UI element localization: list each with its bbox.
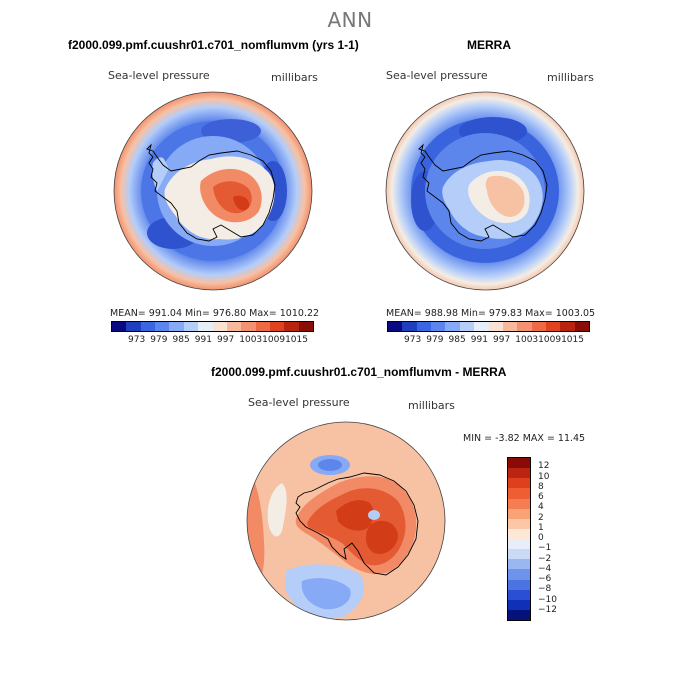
colorbar-swatch	[574, 322, 590, 331]
colorbar-swatch	[502, 322, 518, 331]
colorbar-swatch	[431, 322, 446, 331]
colorbar-tick-label: 10	[538, 471, 550, 482]
colorbar-swatch	[508, 569, 530, 580]
colorbar-tick-label: 979	[150, 335, 168, 345]
colorbar-swatch	[226, 322, 242, 331]
obs-polar-map	[385, 91, 585, 291]
colorbar-swatch	[508, 528, 530, 539]
obs-panel-title: MERRA	[467, 38, 511, 52]
colorbar-tick-label: 1003	[239, 335, 263, 345]
colorbar-tick-label: −6	[538, 574, 552, 584]
colorbar-swatch	[416, 322, 432, 331]
colorbar-swatch	[269, 322, 285, 331]
colorbar-swatch	[459, 322, 475, 331]
colorbar-swatch	[126, 322, 141, 331]
colorbar-tick-label: 997	[493, 335, 511, 345]
model-stats: MEAN= 991.04 Min= 976.80 Max= 1010.22	[110, 308, 320, 319]
colorbar-swatch	[445, 322, 460, 331]
colorbar-tick-label: 4	[538, 502, 544, 513]
colorbar-swatch	[508, 549, 530, 560]
colorbar-swatch	[508, 518, 530, 529]
colorbar-tick-label: 985	[172, 335, 190, 345]
colorbar-swatch	[183, 322, 199, 331]
colorbar-tick-label: 973	[128, 335, 146, 345]
diff-units-label: millibars	[408, 399, 455, 412]
colorbar-swatch	[241, 322, 256, 331]
diff-variable-label: Sea-level pressure	[248, 396, 350, 409]
colorbar-tick-label: −10	[538, 594, 557, 605]
colorbar-swatch	[508, 589, 530, 600]
colorbar-tick-label: −8	[538, 584, 552, 595]
colorbar-tick-label: 2	[538, 512, 544, 523]
colorbar-swatch	[169, 322, 184, 331]
colorbar-swatch	[212, 322, 227, 331]
colorbar-swatch	[198, 322, 213, 331]
obs-variable-label: Sea-level pressure	[386, 69, 488, 82]
colorbar-swatch	[298, 322, 314, 331]
obs-stats: MEAN= 988.98 Min= 979.83 Max= 1003.05	[386, 308, 596, 319]
colorbar-tick-label: 973	[404, 335, 422, 345]
colorbar-swatch	[402, 322, 417, 331]
diff-colorbar	[507, 457, 531, 621]
colorbar-swatch	[508, 498, 530, 509]
obs-colorbar-labels: 973 979 985 991 997 1003 1009 1015	[404, 335, 584, 345]
colorbar-tick-label: −2	[538, 553, 552, 564]
colorbar-tick-label: 12	[538, 461, 550, 472]
colorbar-swatch	[531, 322, 546, 331]
colorbar-swatch	[508, 488, 530, 499]
colorbar-swatch	[255, 322, 270, 331]
colorbar-swatch	[508, 468, 530, 479]
model-colorbar-labels: 973 979 985 991 997 1003 1009 1015	[128, 335, 308, 345]
model-panel-title: f2000.099.pmf.cuushr01.c701_nomflumvm (y…	[68, 38, 359, 52]
colorbar-tick-label: 1015	[285, 335, 308, 345]
diff-min-max: MIN = -3.82 MAX = 11.45	[463, 433, 586, 444]
obs-units-label: millibars	[547, 71, 594, 84]
colorbar-swatch	[474, 322, 489, 331]
colorbar-tick-label: 1009	[538, 335, 562, 345]
colorbar-swatch	[284, 322, 299, 331]
colorbar-swatch	[488, 322, 503, 331]
model-colorbar	[111, 321, 314, 332]
colorbar-tick-label: 991	[470, 335, 488, 345]
colorbar-swatch	[508, 579, 530, 590]
model-polar-map	[113, 91, 313, 291]
colorbar-swatch	[508, 599, 530, 610]
colorbar-tick-label: 1003	[515, 335, 539, 345]
colorbar-swatch	[508, 478, 530, 489]
colorbar-swatch	[508, 559, 530, 570]
colorbar-swatch	[155, 322, 170, 331]
colorbar-tick-label: 0	[538, 533, 544, 543]
colorbar-tick-label: 1009	[262, 335, 286, 345]
colorbar-tick-label: 1015	[561, 335, 584, 345]
colorbar-swatch	[560, 322, 575, 331]
diff-polar-map	[246, 421, 446, 621]
colorbar-tick-label: −12	[538, 604, 557, 615]
colorbar-swatch	[517, 322, 532, 331]
diff-colorbar-labels: 12 10 8 6 4 2 1 0 −1 −2 −4 −6 −8 −10 −12	[538, 457, 578, 621]
colorbar-tick-label: 1	[538, 522, 544, 533]
diff-panel-title: f2000.099.pmf.cuushr01.c701_nomflumvm - …	[211, 365, 507, 379]
colorbar-tick-label: 979	[426, 335, 444, 345]
model-variable-label: Sea-level pressure	[108, 69, 210, 82]
colorbar-tick-label: −1	[538, 543, 552, 554]
colorbar-tick-label: 997	[217, 335, 235, 345]
colorbar-tick-label: −4	[538, 563, 552, 574]
colorbar-swatch	[140, 322, 156, 331]
colorbar-swatch	[508, 508, 530, 519]
colorbar-tick-label: 991	[194, 335, 212, 345]
colorbar-swatch	[545, 322, 561, 331]
colorbar-swatch	[508, 609, 530, 620]
colorbar-tick-label: 985	[448, 335, 466, 345]
model-units-label: millibars	[271, 71, 318, 84]
colorbar-swatch	[508, 539, 530, 550]
colorbar-swatch	[112, 322, 127, 331]
colorbar-swatch	[388, 322, 403, 331]
obs-colorbar	[387, 321, 590, 332]
colorbar-tick-label: 6	[538, 492, 544, 502]
colorbar-tick-label: 8	[538, 481, 544, 492]
season-title: ANN	[327, 8, 373, 32]
colorbar-swatch	[508, 458, 530, 469]
